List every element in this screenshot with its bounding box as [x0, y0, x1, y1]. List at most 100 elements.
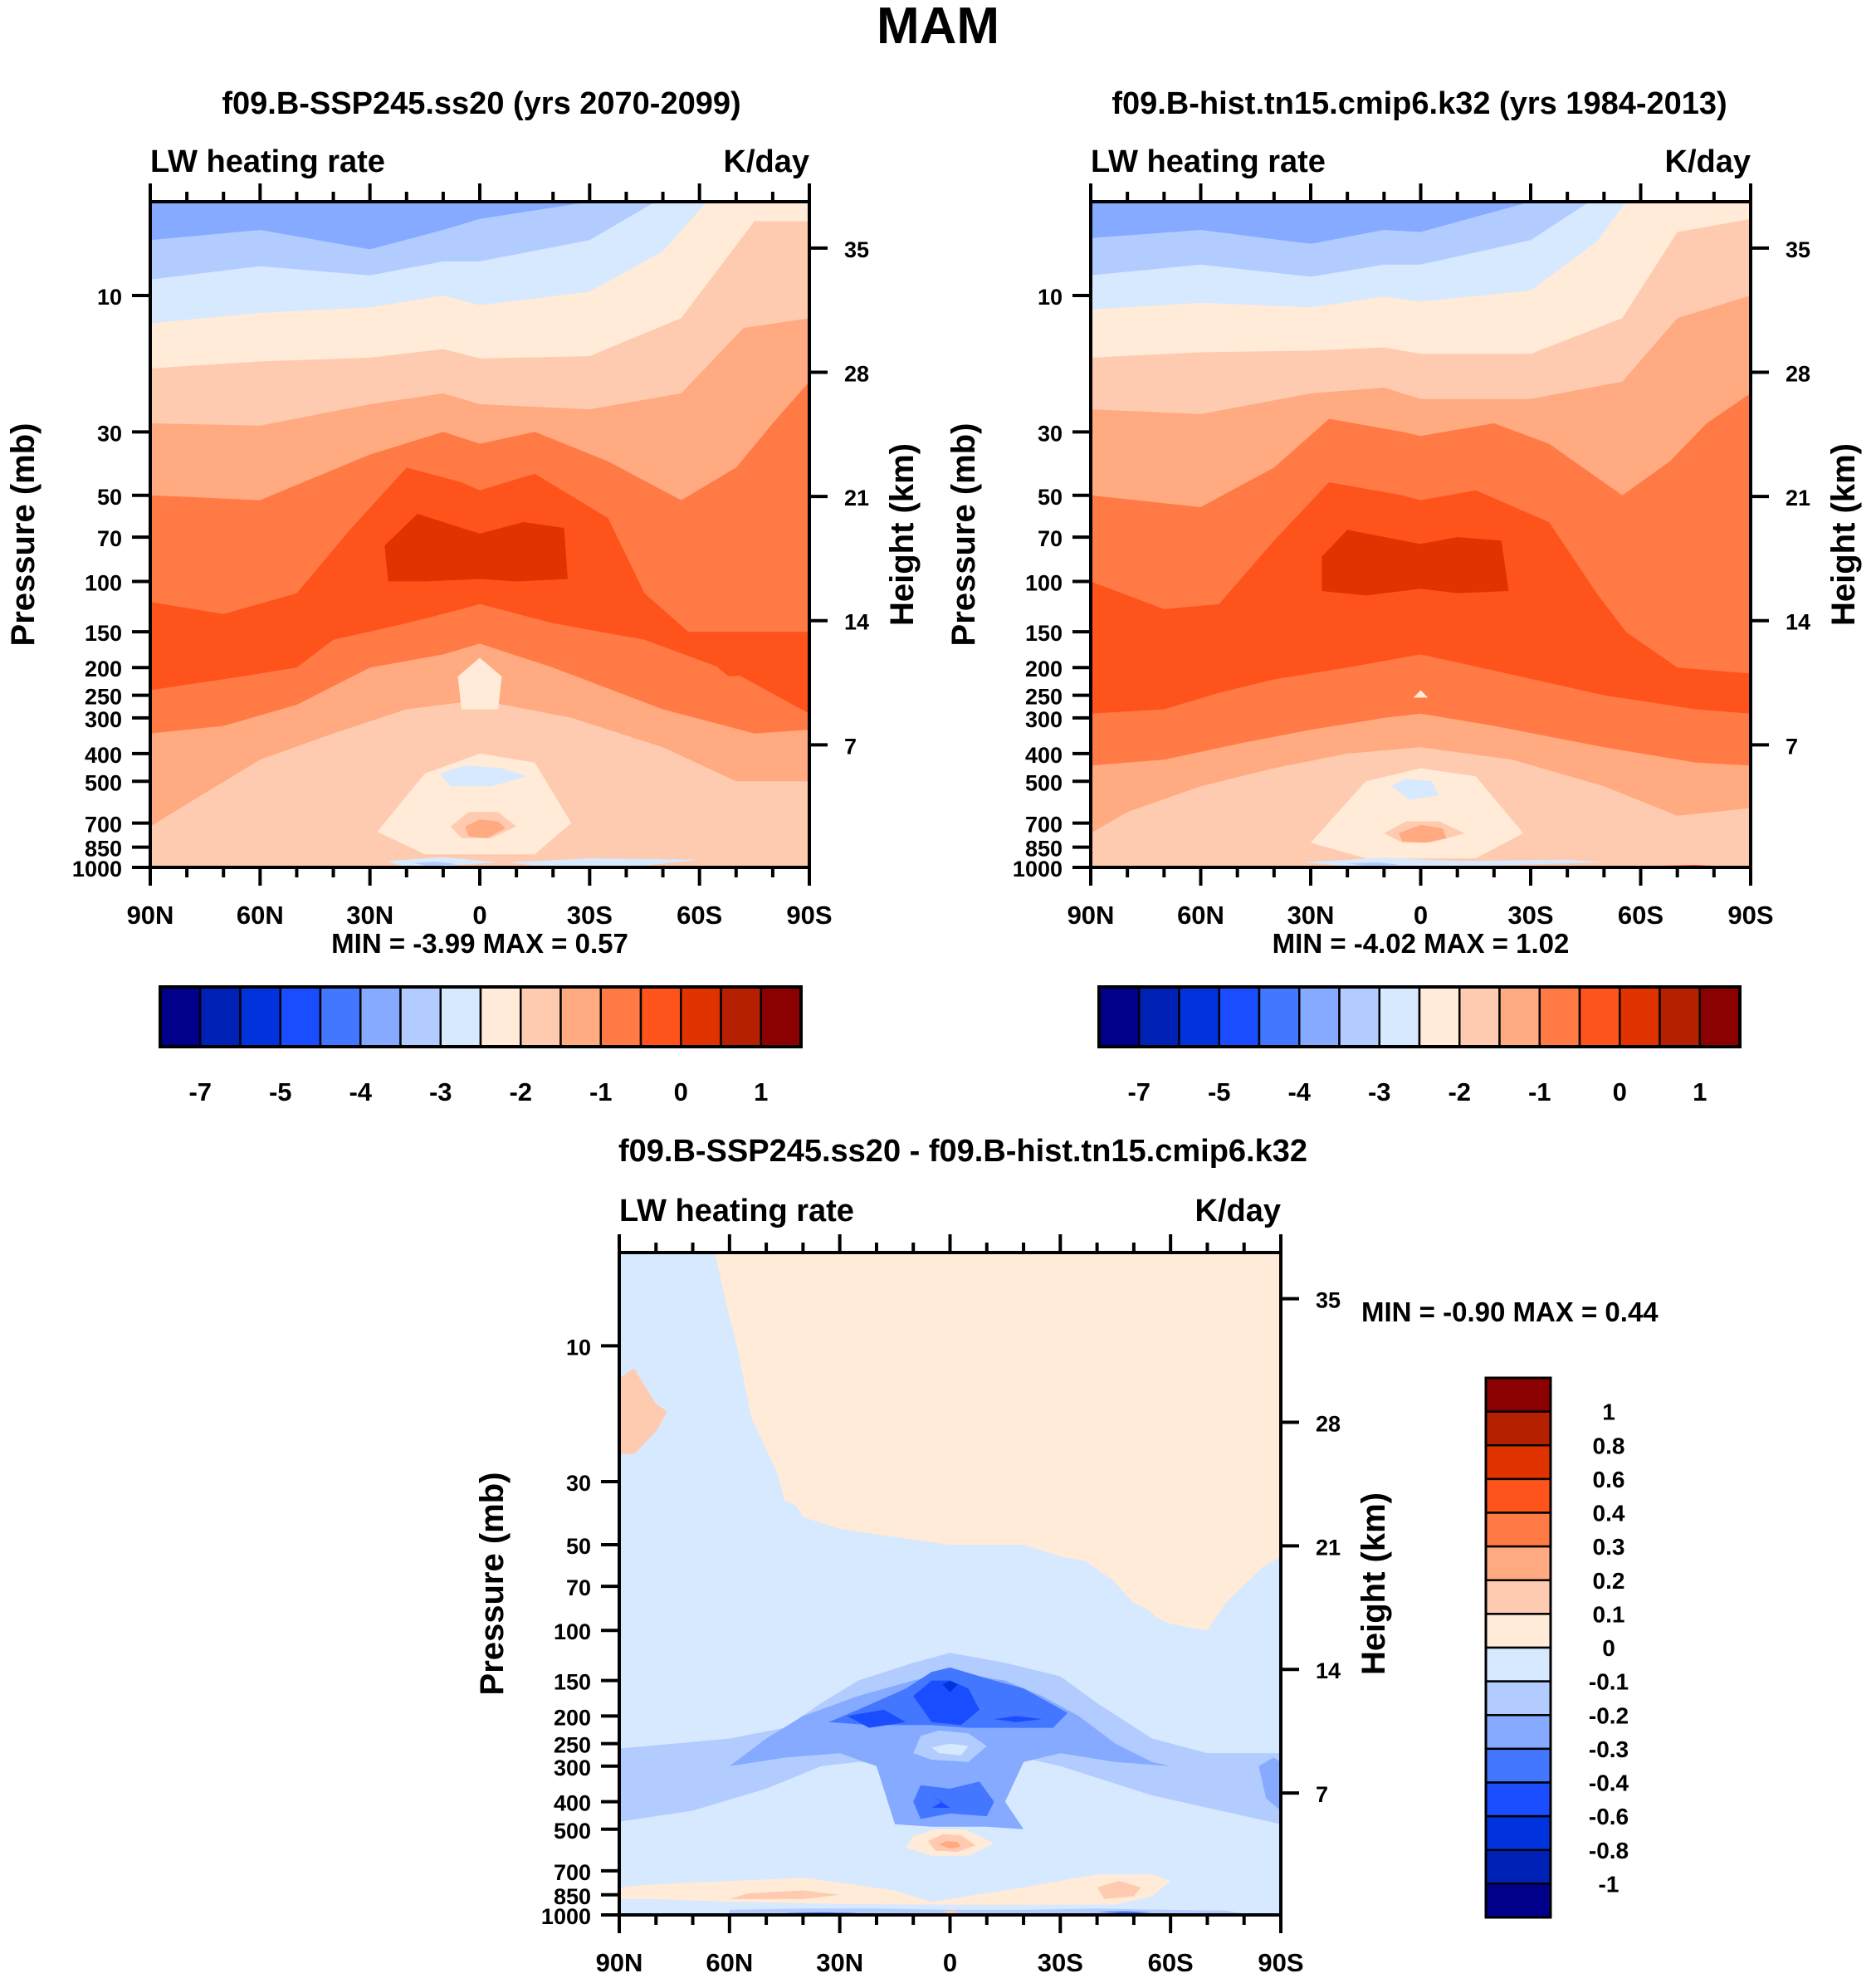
y-tick-right-label: 35	[1316, 1288, 1341, 1313]
colorbar-box	[1484, 1849, 1552, 1885]
y-tick-label: 250	[85, 685, 122, 710]
colorbar-label: -1	[1528, 1077, 1551, 1104]
x-tick-label: 60N	[1177, 901, 1224, 930]
y-axis-title: Pressure (mb)	[5, 423, 42, 647]
colorbar-box	[1619, 985, 1661, 1048]
contour-region	[931, 1743, 969, 1756]
colorbar-label: 0	[674, 1077, 688, 1104]
panel1-colorbar: -7 -5 -4 -3 -2 -1 0 1	[159, 985, 803, 1104]
colorbar-label: -4	[1287, 1077, 1311, 1104]
x-tick-label: 60S	[1148, 1948, 1194, 1977]
contour-region	[509, 858, 700, 866]
contour-field	[1091, 202, 1751, 867]
y-tick-label: 400	[85, 743, 122, 768]
y-tick-label: 250	[1025, 685, 1063, 710]
y-tick-label: 700	[85, 813, 122, 838]
y-tick-label: 400	[554, 1791, 591, 1816]
colorbar-label: -0.8	[1589, 1838, 1629, 1863]
colorbar-box	[1218, 985, 1261, 1048]
y-tick-label: 200	[85, 657, 122, 681]
colorbar-box	[1484, 1680, 1552, 1717]
colorbar-box	[680, 985, 722, 1048]
colorbar-box	[319, 985, 362, 1048]
colorbar-box	[439, 985, 482, 1048]
y-tick-label: 10	[566, 1335, 591, 1360]
panel1-right-label: K/day	[723, 144, 809, 179]
colorbar-box	[159, 985, 202, 1048]
panel2-right-label: K/day	[1664, 144, 1751, 179]
x-tick-label: 90S	[786, 901, 832, 930]
y-tick-label: 200	[1025, 657, 1063, 681]
contour-region	[717, 661, 766, 676]
colorbar-box	[760, 985, 803, 1048]
colorbar-label: -0.2	[1589, 1702, 1629, 1728]
colorbar-label: 0.4	[1593, 1501, 1625, 1526]
contour-region	[847, 1709, 906, 1728]
colorbar-frame	[1097, 985, 1742, 1048]
y-tick-label: 700	[554, 1860, 591, 1885]
colorbar-box	[1484, 1512, 1552, 1548]
y-axis-title-right: Height (km)	[884, 443, 921, 626]
colorbar-box	[1298, 985, 1341, 1048]
y-axis-title: Pressure (mb)	[474, 1473, 511, 1696]
colorbar-box	[279, 985, 322, 1048]
x-tick-label: 90N	[1067, 901, 1115, 930]
y-tick-label: 300	[85, 707, 122, 732]
y-tick-label: 50	[97, 485, 122, 510]
y-tick-right-label: 14	[844, 610, 869, 635]
contour-region	[729, 1890, 840, 1899]
contour-region	[413, 862, 458, 867]
contour-region	[942, 1910, 961, 1914]
colorbar-box	[559, 985, 602, 1048]
y-tick-label: 400	[1025, 743, 1063, 768]
panel3-chart: 90N 60N 30N 0 30S 60S 90S103050701001502002503…	[474, 1234, 1392, 1977]
colorbar-box	[1178, 985, 1220, 1048]
colorbar-box	[720, 985, 762, 1048]
x-tick-label: 30N	[1287, 901, 1335, 930]
colorbar-frame	[159, 985, 803, 1048]
y-tick-label: 250	[554, 1733, 591, 1758]
colorbar-label: -2	[1448, 1077, 1471, 1104]
y-tick-label: 300	[554, 1756, 591, 1780]
contour-field	[150, 202, 809, 867]
panel2-title: f09.B-hist.tn15.cmip6.k32 (yrs 1984-2013…	[1111, 86, 1727, 121]
colorbar-box	[1484, 1444, 1552, 1481]
colorbar-box	[239, 985, 281, 1048]
contour-region	[1311, 768, 1524, 859]
colorbar-label: -3	[429, 1077, 452, 1104]
y-tick-label: 10	[97, 285, 122, 310]
contour-region	[439, 765, 528, 787]
contour-region	[1097, 1881, 1141, 1899]
colorbar-box	[1138, 985, 1180, 1048]
contour-region	[1322, 530, 1509, 596]
y-tick-right-label: 28	[1786, 361, 1810, 386]
colorbar-label: -5	[1208, 1077, 1231, 1104]
contour-region	[619, 1368, 667, 1454]
y-tick-label: 300	[1025, 707, 1063, 732]
x-tick-label: 30N	[816, 1948, 863, 1977]
panel2-left-label: LW heating rate	[1091, 144, 1326, 179]
colorbar-label: 1	[754, 1077, 768, 1104]
colorbar-box	[1484, 1781, 1552, 1818]
panel3-minmax: MIN = -0.90 MAX = 0.44	[1361, 1297, 1659, 1327]
y-tick-label: 700	[1025, 813, 1063, 838]
y-tick-label: 500	[554, 1819, 591, 1844]
contour-region	[384, 514, 568, 582]
y-tick-label: 100	[85, 570, 122, 595]
x-tick-label: 30S	[1038, 1948, 1083, 1977]
y-tick-label: 10	[1038, 285, 1063, 310]
colorbar-label: -1	[589, 1077, 613, 1104]
x-tick-label: 60N	[237, 901, 284, 930]
colorbar-label: 1	[1602, 1399, 1615, 1425]
y-tick-right-label: 28	[844, 361, 869, 386]
x-tick-label: 30S	[567, 901, 613, 930]
y-tick-right-label: 21	[1316, 1535, 1341, 1560]
colorbar-box	[1484, 1814, 1552, 1851]
colorbar-box	[359, 985, 402, 1048]
y-tick-label: 850	[1025, 837, 1063, 862]
colorbar-box	[479, 985, 522, 1048]
x-tick-label: 0	[472, 901, 486, 930]
colorbar-box	[1484, 1477, 1552, 1514]
y-tick-label: 1000	[541, 1904, 591, 1929]
colorbar-label: 0.8	[1593, 1433, 1625, 1458]
